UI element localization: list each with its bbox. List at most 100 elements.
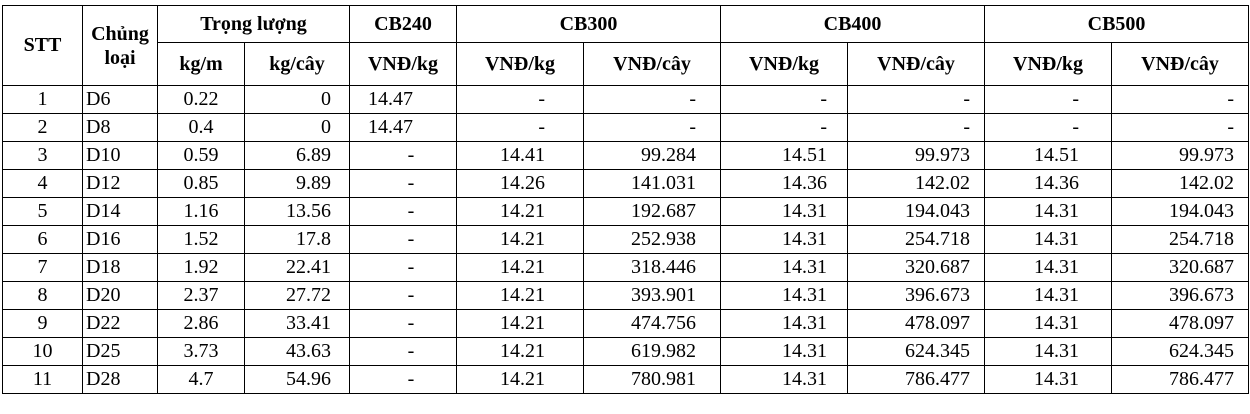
cell-stt: 8	[2, 281, 83, 310]
header-weight: Trọng lượng	[157, 5, 350, 43]
cell-cb500-vnd-kg: 14.31	[984, 309, 1113, 338]
cell-cb240-vnd-kg: -	[349, 365, 457, 394]
cell-weight-kgc: 0	[244, 85, 350, 114]
cell-cb400-vnd-cay: 194.043	[847, 197, 986, 226]
cell-stt: 6	[2, 225, 83, 254]
cell-weight-kgc: 22.41	[244, 253, 350, 282]
cell-weight-kgc: 9.89	[244, 169, 350, 198]
cell-cb500-vnd-cay: -	[1111, 113, 1250, 142]
cell-cb400-vnd-kg: 14.51	[720, 141, 849, 170]
cell-cb300-vnd-cay: 780.981	[582, 365, 722, 394]
cell-cb500-vnd-cay: 786.477	[1111, 365, 1250, 394]
cell-cb300-vnd-cay: 252.938	[582, 225, 722, 254]
cell-weight-kgm: 1.92	[157, 253, 245, 282]
cell-weight-kgm: 4.7	[157, 365, 245, 394]
cell-cb500-vnd-cay: 254.718	[1111, 225, 1250, 254]
cell-cb300-vnd-kg: 14.21	[456, 281, 584, 310]
table-row: 11 D28 4.7 54.96-14.21 780.981 14.31 786.477 14…	[2, 365, 1250, 394]
cell-cb400-vnd-kg: 14.36	[720, 169, 849, 198]
cell-weight-kgm: 2.37	[157, 281, 245, 310]
cell-cb300-vnd-kg: 14.21	[456, 197, 584, 226]
cell-type: D14	[82, 197, 158, 226]
cell-cb400-vnd-cay: 624.345	[847, 337, 986, 366]
header-type: Chủng loại	[82, 5, 158, 86]
table-row: 4 D12 0.85 9.89-14.26 141.031 14.36 142.02 14.3…	[2, 169, 1250, 198]
cell-weight-kgm: 1.52	[157, 225, 245, 254]
cell-cb400-vnd-cay: 142.02	[847, 169, 986, 198]
cell-cb300-vnd-kg: 14.21	[456, 337, 584, 366]
table-row: 2 D8 0.4 0 14.47- - - - - -	[2, 113, 1250, 142]
cell-cb240-vnd-kg: -	[349, 337, 457, 366]
cell-weight-kgm: 0.22	[157, 85, 245, 114]
cell-cb500-vnd-kg: 14.31	[984, 281, 1113, 310]
cell-cb400-vnd-cay: -	[847, 85, 986, 114]
cell-cb300-vnd-cay: -	[582, 113, 722, 142]
cell-weight-kgm: 3.73	[157, 337, 245, 366]
header-stt: STT	[2, 5, 83, 86]
cell-weight-kgm: 2.86	[157, 309, 245, 338]
cell-cb500-vnd-kg: 14.36	[984, 169, 1113, 198]
cell-type: D25	[82, 337, 158, 366]
table-row: 10 D25 3.73 43.63-14.21 619.982 14.31 624.345 1…	[2, 337, 1250, 366]
cell-stt: 2	[2, 113, 83, 142]
cell-cb400-vnd-kg: 14.31	[720, 197, 849, 226]
cell-type: D28	[82, 365, 158, 394]
cell-cb300-vnd-kg: 14.21	[456, 365, 584, 394]
cell-cb300-vnd-cay: 192.687	[582, 197, 722, 226]
cell-cb500-vnd-cay: 396.673	[1111, 281, 1250, 310]
cell-cb400-vnd-kg: 14.31	[720, 365, 849, 394]
cell-type: D8	[82, 113, 158, 142]
cell-stt: 5	[2, 197, 83, 226]
cell-cb240-vnd-kg: -	[349, 225, 457, 254]
cell-type: D6	[82, 85, 158, 114]
cell-cb240-vnd-kg: 14.47	[349, 85, 457, 114]
header-row-2: kg/m kg/cây VNĐ/kg VNĐ/kg VNĐ/cây VNĐ/kg…	[3, 42, 1250, 86]
cell-weight-kgc: 13.56	[244, 197, 350, 226]
cell-cb240-vnd-kg: -	[349, 253, 457, 282]
cell-cb400-vnd-kg: -	[720, 113, 849, 142]
cell-cb400-vnd-cay: -	[847, 113, 986, 142]
cell-cb300-vnd-kg: -	[456, 113, 584, 142]
cell-type: D20	[82, 281, 158, 310]
cell-stt: 11	[2, 365, 83, 394]
cell-cb240-vnd-kg: -	[349, 169, 457, 198]
cell-stt: 9	[2, 309, 83, 338]
cell-weight-kgm: 0.59	[157, 141, 245, 170]
cell-cb400-vnd-kg: 14.31	[720, 253, 849, 282]
table-row: 8 D20 2.37 27.72-14.21 393.901 14.31 396.673 14…	[2, 281, 1250, 310]
table-body: 1 D6 0.22 0 14.47- - - - - -2 D8 0.4 0 14.47- - - - - -3 D1…	[2, 85, 1250, 394]
cell-type: D12	[82, 169, 158, 198]
header-cb300-unit-kg: VNĐ/kg	[456, 42, 584, 86]
cell-cb240-vnd-kg: -	[349, 197, 457, 226]
header-cb240: CB240	[349, 5, 457, 43]
cell-cb300-vnd-kg: -	[456, 85, 584, 114]
cell-cb400-vnd-cay: 478.097	[847, 309, 986, 338]
cell-cb400-vnd-kg: -	[720, 85, 849, 114]
cell-cb500-vnd-cay: -	[1111, 85, 1250, 114]
cell-cb240-vnd-kg: -	[349, 281, 457, 310]
cell-cb500-vnd-cay: 99.973	[1111, 141, 1250, 170]
cell-stt: 3	[2, 141, 83, 170]
cell-cb300-vnd-cay: 393.901	[582, 281, 722, 310]
cell-cb300-vnd-cay: 141.031	[582, 169, 722, 198]
header-cb300-unit-cay: VNĐ/cây	[582, 42, 722, 86]
cell-cb500-vnd-kg: 14.31	[984, 197, 1113, 226]
cell-cb300-vnd-kg: 14.41	[456, 141, 584, 170]
cell-cb400-vnd-cay: 254.718	[847, 225, 986, 254]
cell-cb400-vnd-cay: 320.687	[847, 253, 986, 282]
header-cb300: CB300	[455, 5, 722, 43]
cell-cb500-vnd-kg: 14.31	[984, 253, 1113, 282]
cell-cb400-vnd-kg: 14.31	[720, 281, 849, 310]
cell-cb300-vnd-cay: 474.756	[582, 309, 722, 338]
table-row: 5 D14 1.16 13.56-14.21 192.687 14.31 194.043 14…	[2, 197, 1250, 226]
header-cb500-unit-cay: VNĐ/cây	[1111, 42, 1250, 86]
cell-weight-kgm: 1.16	[157, 197, 245, 226]
cell-type: D18	[82, 253, 158, 282]
cell-stt: 4	[2, 169, 83, 198]
cell-weight-kgc: 43.63	[244, 337, 350, 366]
cell-cb240-vnd-kg: -	[349, 309, 457, 338]
header-weight-kgm: kg/m	[157, 42, 245, 86]
table-row: 6 D16 1.52 17.8-14.21 252.938 14.31 254.718 14.…	[2, 225, 1250, 254]
cell-cb500-vnd-cay: 320.687	[1111, 253, 1250, 282]
cell-cb240-vnd-kg: -	[349, 141, 457, 170]
